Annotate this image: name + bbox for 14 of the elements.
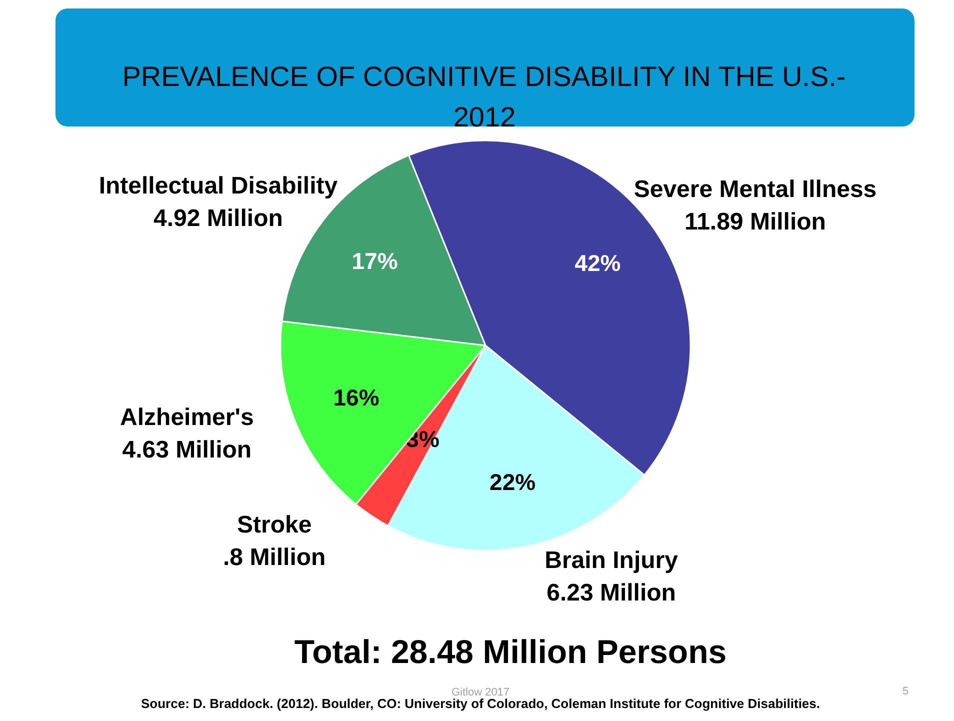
data-label: 22% [490,469,536,496]
data-label: 16% [333,384,380,411]
slice-label: Intellectual Disability 4.92 Million [98,172,338,232]
slice-label: Brain Injury 6.23 Million [544,547,679,606]
slice-label: Stroke .8 Million [223,512,326,572]
text: Total: 28.48 Million Persons [294,633,727,670]
text: 5 [902,686,909,698]
slice-label: Alzheimer's 4.63 Million [120,404,254,464]
slice-label: Severe Mental Illness 11.89 Million [634,176,877,236]
text: Gitlow 2017 [451,686,510,698]
source-note: Source: D. Braddock. (2012). Boulder, CO: University of Colorado, Coleman Institute for Cognitive Disabilities. [141,696,820,711]
data-label: 17% [352,248,398,274]
data-label: 42% [574,250,621,276]
chart-title: PREVALENCE OF COGNITIVE DISABILITY IN THE U.S.- 2012 [122,61,846,132]
